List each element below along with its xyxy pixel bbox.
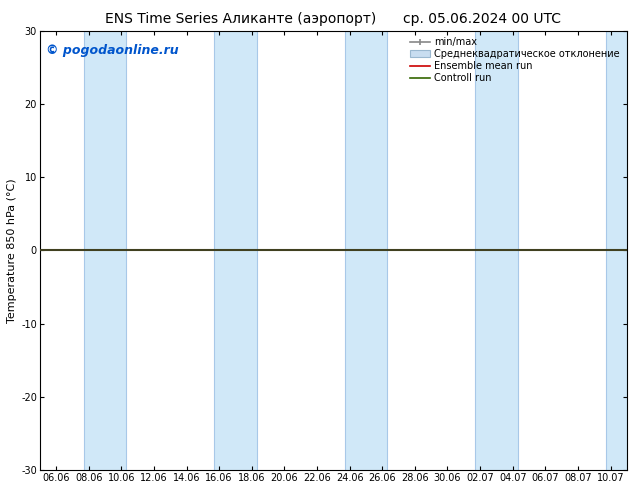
Bar [605, 30, 627, 470]
Bar [476, 30, 517, 470]
Text: ENS Time Series Аликанте (аэропорт): ENS Time Series Аликанте (аэропорт) [105, 12, 377, 26]
Y-axis label: Temperature 850 hPa (°C): Temperature 850 hPa (°C) [7, 178, 17, 323]
Bar [345, 30, 387, 470]
Text: © pogodaonline.ru: © pogodaonline.ru [46, 44, 178, 57]
Bar [214, 30, 257, 470]
Legend: min/max, Среднеквадратическое отклонение, Ensemble mean run, Controll run: min/max, Среднеквадратическое отклонение… [408, 35, 622, 85]
Bar [84, 30, 126, 470]
Text: ср. 05.06.2024 00 UTC: ср. 05.06.2024 00 UTC [403, 12, 561, 26]
